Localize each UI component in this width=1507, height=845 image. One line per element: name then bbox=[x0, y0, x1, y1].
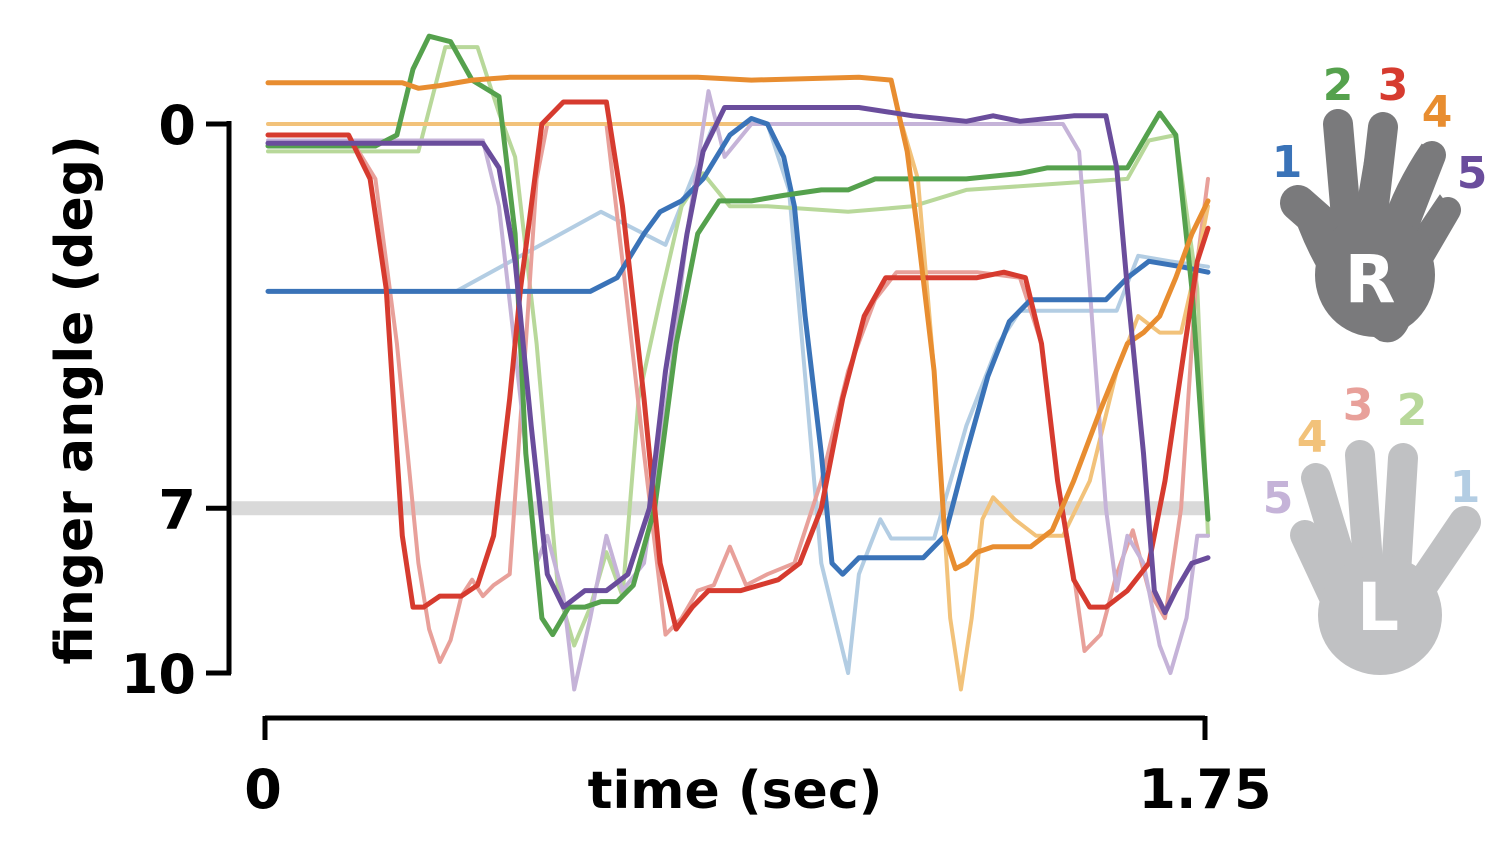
y-ticks: 0 7 10 bbox=[121, 94, 231, 706]
left-hand-legend: L 1 2 3 4 5 bbox=[1263, 380, 1481, 675]
series-line-l-finger-5 bbox=[266, 89, 1210, 692]
y-axis-title: finger angle (deg) bbox=[45, 135, 105, 665]
series-line-l-finger-2 bbox=[266, 45, 1210, 648]
left-finger-4-label: 4 bbox=[1297, 412, 1328, 463]
right-finger-3-label: 3 bbox=[1378, 60, 1409, 111]
right-finger-2-label: 2 bbox=[1323, 60, 1354, 111]
series-line-r-finger-3 bbox=[265, 99, 1211, 632]
left-hand-letter: L bbox=[1357, 569, 1399, 646]
y-tick-label: 0 bbox=[158, 94, 196, 157]
series-layer bbox=[265, 33, 1211, 692]
series-line-r-finger-1 bbox=[265, 116, 1211, 577]
right-hand-letter: R bbox=[1345, 241, 1396, 318]
x-tick-label: 0 bbox=[244, 758, 282, 821]
y-tick-label: 10 bbox=[121, 643, 196, 706]
right-hand-legend: R 1 2 3 4 5 bbox=[1272, 60, 1488, 343]
right-finger-5-label: 5 bbox=[1457, 148, 1488, 199]
left-finger-2-label: 2 bbox=[1397, 385, 1428, 436]
series-line-l-finger-3 bbox=[266, 122, 1210, 664]
right-finger-1-label: 1 bbox=[1272, 137, 1303, 188]
right-hand-icon bbox=[1280, 109, 1461, 343]
x-ticks: 0 1.75 bbox=[244, 716, 1272, 821]
series-line-l-finger-4 bbox=[266, 122, 1210, 692]
left-finger-5-label: 5 bbox=[1263, 473, 1294, 524]
left-finger-1-label: 1 bbox=[1450, 462, 1481, 513]
series-line-r-finger-5 bbox=[265, 105, 1211, 616]
x-axis-title: time (sec) bbox=[588, 761, 883, 821]
y-tick-label: 7 bbox=[158, 478, 196, 541]
series-line-r-finger-2 bbox=[265, 33, 1211, 638]
x-tick-label: 1.75 bbox=[1138, 758, 1271, 821]
left-finger-3-label: 3 bbox=[1343, 380, 1374, 431]
left-hand-icon bbox=[1290, 440, 1481, 675]
right-finger-4-label: 4 bbox=[1422, 87, 1453, 138]
